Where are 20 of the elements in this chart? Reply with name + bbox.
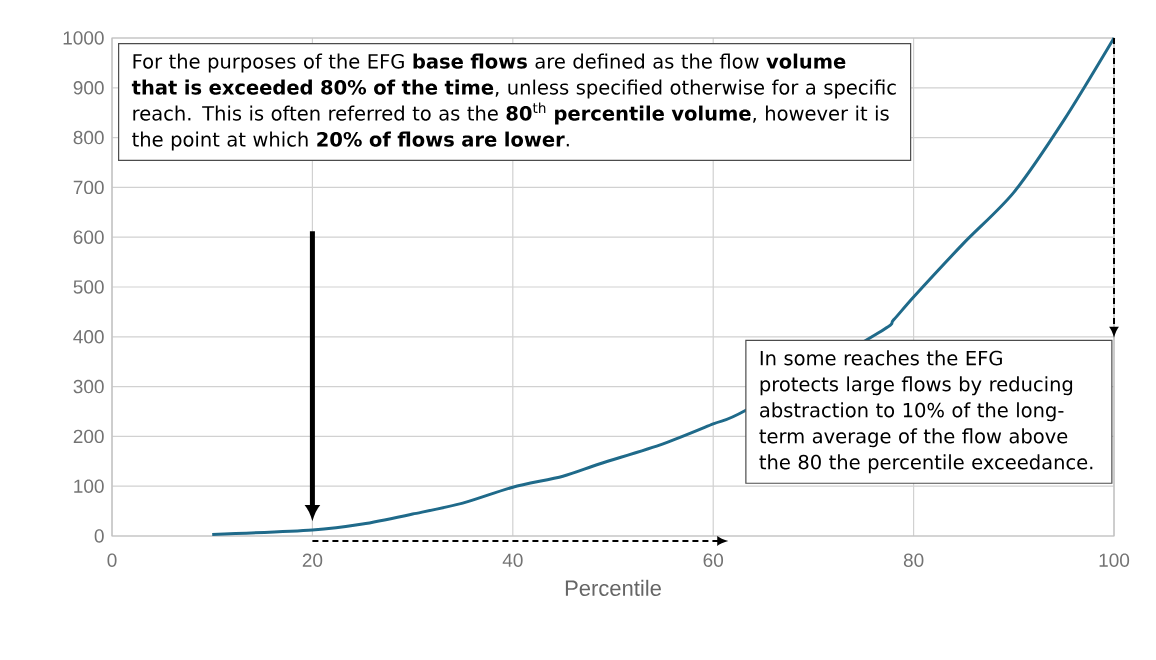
y-tick-label: 600 bbox=[73, 230, 104, 244]
x-tick-label: 100 bbox=[1099, 553, 1130, 567]
y-tick-label: 900 bbox=[73, 81, 104, 95]
y-tick-label: 400 bbox=[73, 330, 104, 344]
x-tick-label: 40 bbox=[502, 553, 523, 567]
x-tick-label: 60 bbox=[703, 553, 724, 567]
y-tick-label: 500 bbox=[73, 280, 104, 294]
y-tick-label: 1000 bbox=[63, 31, 104, 45]
y-tick-label: 700 bbox=[73, 180, 104, 195]
x-axis-title: Percentile bbox=[565, 579, 661, 596]
y-tick-label: 0 bbox=[94, 529, 104, 543]
y-tick-label: 100 bbox=[74, 479, 104, 493]
x-tick-label: 80 bbox=[903, 553, 924, 567]
y-tick-label: 800 bbox=[73, 130, 104, 145]
text: For the purposes of the EFG base flows are defined as the flow volume that is exceeded 80% of the time, unless specified otherwise for a specific reach. This is often referred to as the 80$^{th}$ percentile volume, however it is the point at which 20% of flows are lower. bbox=[131, 53, 896, 151]
annotation: In some reaches the EFG protects large flows by reducing abstraction to 10% of the long-term average of the flow above the 80 the percentile exceedance. bbox=[759, 350, 1093, 474]
y-tick-label: 200 bbox=[73, 429, 104, 444]
x-tick-label: 0 bbox=[107, 553, 117, 567]
y-tick-label: 300 bbox=[73, 379, 104, 394]
x-tick-label: 20 bbox=[302, 553, 323, 567]
